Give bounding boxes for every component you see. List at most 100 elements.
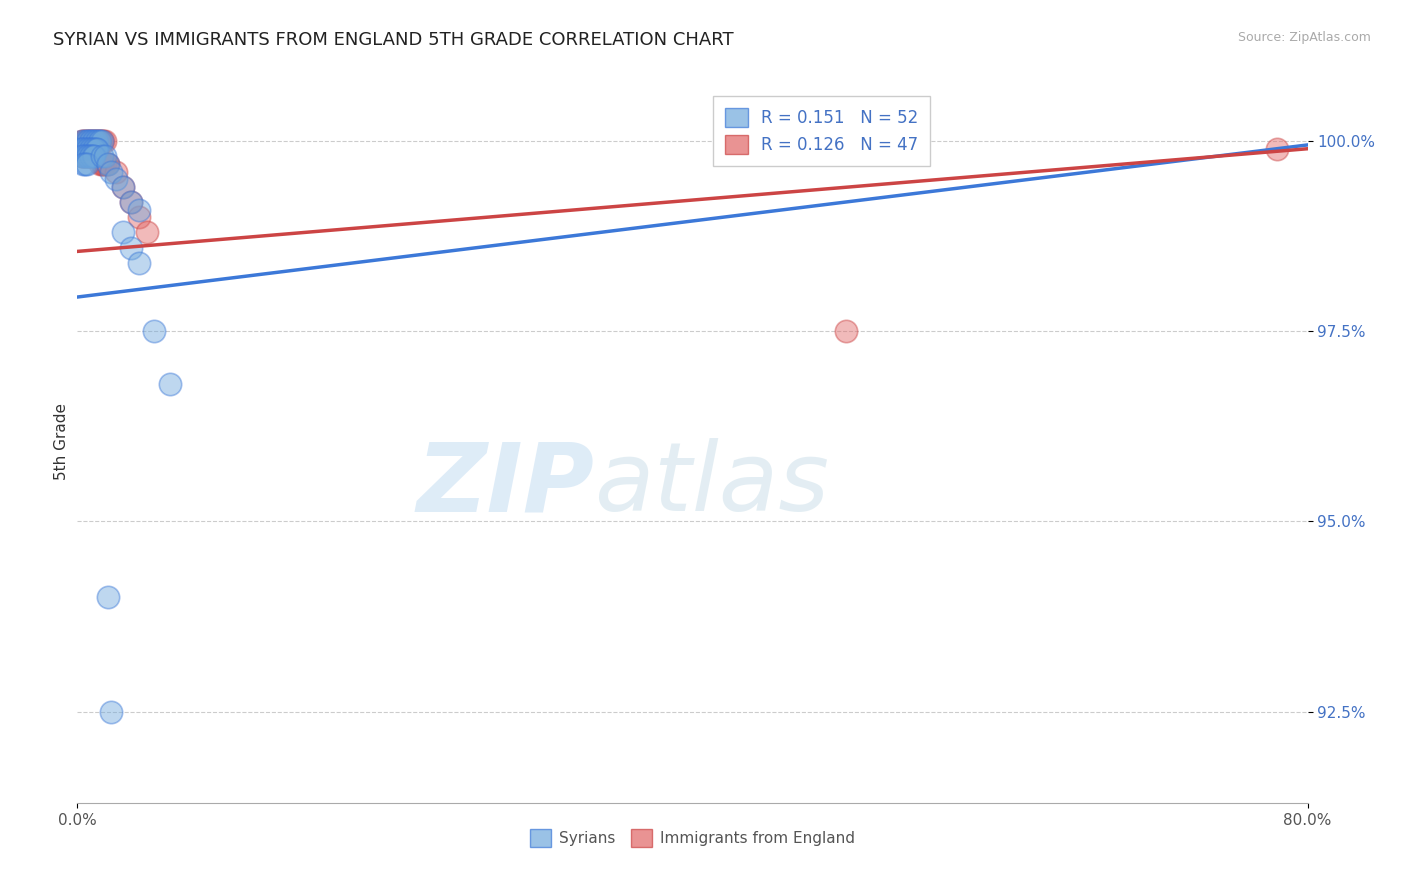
Point xyxy=(87,134,110,148)
Point xyxy=(82,134,104,148)
Point xyxy=(86,134,108,148)
Point xyxy=(73,134,96,148)
Point xyxy=(72,134,94,148)
Point xyxy=(93,157,115,171)
Point xyxy=(86,142,108,156)
Point xyxy=(80,134,103,148)
Point xyxy=(72,157,94,171)
Point xyxy=(72,142,94,156)
Point xyxy=(84,134,107,148)
Point xyxy=(77,149,100,163)
Point xyxy=(82,134,104,148)
Point xyxy=(73,142,96,156)
Point xyxy=(97,157,120,171)
Point xyxy=(72,142,94,156)
Point xyxy=(76,142,98,156)
Point xyxy=(73,134,96,148)
Point xyxy=(83,134,105,148)
Point xyxy=(100,164,122,178)
Point xyxy=(70,134,93,148)
Point xyxy=(90,134,114,148)
Point xyxy=(94,149,117,163)
Legend: Syrians, Immigrants from England: Syrians, Immigrants from England xyxy=(524,823,860,853)
Point xyxy=(835,324,858,338)
Point xyxy=(112,179,135,194)
Point xyxy=(135,226,157,240)
Point xyxy=(90,149,114,163)
Point xyxy=(104,172,127,186)
Point xyxy=(83,142,105,156)
Point xyxy=(82,149,104,163)
Point xyxy=(73,157,96,171)
Point xyxy=(73,149,96,163)
Point xyxy=(70,134,93,148)
Point xyxy=(89,134,111,148)
Point xyxy=(120,194,142,209)
Point xyxy=(112,226,135,240)
Point xyxy=(84,134,107,148)
Point xyxy=(76,134,98,148)
Point xyxy=(1265,142,1288,156)
Point xyxy=(76,149,98,163)
Point xyxy=(77,142,100,156)
Point xyxy=(82,142,104,156)
Point xyxy=(77,134,100,148)
Point xyxy=(79,142,101,156)
Point xyxy=(69,142,91,156)
Point xyxy=(73,142,96,156)
Point xyxy=(100,705,122,719)
Point xyxy=(83,134,105,148)
Point xyxy=(82,149,104,163)
Point xyxy=(84,142,107,156)
Point xyxy=(89,157,111,171)
Text: Source: ZipAtlas.com: Source: ZipAtlas.com xyxy=(1237,31,1371,45)
Point xyxy=(82,142,104,156)
Point xyxy=(79,142,101,156)
Point xyxy=(96,157,118,171)
Point xyxy=(94,134,117,148)
Point xyxy=(97,157,120,171)
Point xyxy=(79,149,101,163)
Text: ZIP: ZIP xyxy=(416,438,595,532)
Point xyxy=(90,157,114,171)
Text: atlas: atlas xyxy=(595,438,830,532)
Point xyxy=(79,134,101,148)
Point xyxy=(120,194,142,209)
Point xyxy=(73,149,96,163)
Point xyxy=(120,241,142,255)
Point xyxy=(77,142,100,156)
Point xyxy=(70,142,93,156)
Point xyxy=(143,324,166,338)
Point xyxy=(79,134,101,148)
Point xyxy=(76,134,98,148)
Point xyxy=(128,202,150,217)
Point xyxy=(159,377,181,392)
Point xyxy=(80,142,103,156)
Point xyxy=(72,149,94,163)
Point xyxy=(83,142,105,156)
Text: SYRIAN VS IMMIGRANTS FROM ENGLAND 5TH GRADE CORRELATION CHART: SYRIAN VS IMMIGRANTS FROM ENGLAND 5TH GR… xyxy=(53,31,734,49)
Point xyxy=(128,210,150,224)
Point xyxy=(70,142,93,156)
Point xyxy=(70,149,93,163)
Point xyxy=(128,256,150,270)
Point xyxy=(104,164,127,178)
Point xyxy=(70,149,93,163)
Point xyxy=(90,134,114,148)
Point xyxy=(76,157,98,171)
Point xyxy=(77,134,100,148)
Point xyxy=(80,134,103,148)
Point xyxy=(79,149,101,163)
Point xyxy=(89,134,111,148)
Point xyxy=(77,149,100,163)
Point xyxy=(80,149,103,163)
Point xyxy=(76,149,98,163)
Point xyxy=(72,149,94,163)
Point xyxy=(86,134,108,148)
Point xyxy=(80,149,103,163)
Point xyxy=(83,149,105,163)
Point xyxy=(93,134,115,148)
Y-axis label: 5th Grade: 5th Grade xyxy=(53,403,69,480)
Point xyxy=(76,142,98,156)
Point xyxy=(80,142,103,156)
